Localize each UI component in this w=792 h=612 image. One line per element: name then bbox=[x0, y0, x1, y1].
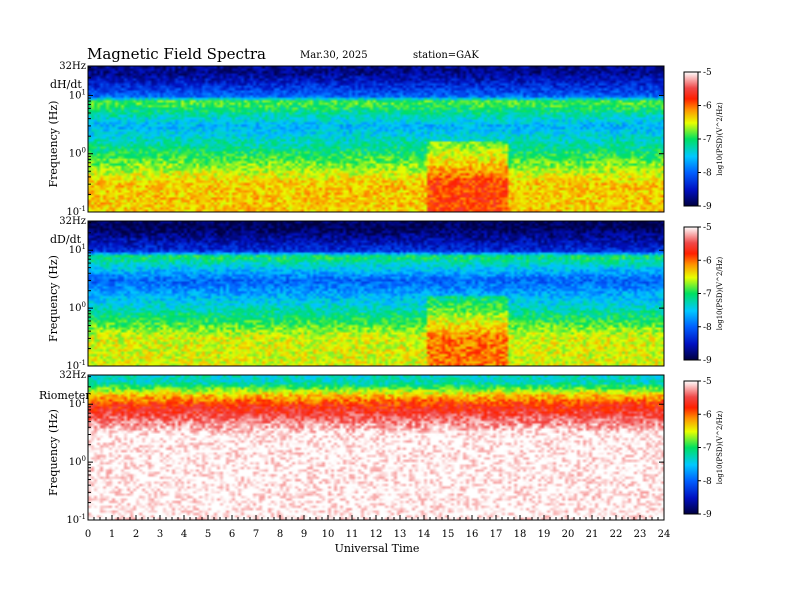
x-axis-label: Universal Time bbox=[335, 542, 420, 555]
x-tick-label: 11 bbox=[346, 529, 359, 540]
spectrogram-panel: dD/dt Frequency (Hz) 32Hz 101 100 1 0 -1 -5 -6 -7 -… bbox=[47, 216, 724, 372]
colorbar-tick-label: -9 bbox=[703, 356, 712, 366]
y-tick-exponent: -1 bbox=[79, 513, 86, 521]
y-axis-label: Frequency (Hz) bbox=[47, 409, 60, 496]
colorbar-tick-label: -7 bbox=[703, 444, 712, 454]
colorbar-tick-label: -8 bbox=[703, 477, 712, 487]
colorbar-tick-label: -5 bbox=[703, 377, 712, 387]
x-tick-label: 9 bbox=[301, 529, 307, 540]
x-tick-label: 19 bbox=[538, 529, 551, 540]
y-tick-exponent: 1 bbox=[82, 397, 86, 405]
figure-title: Magnetic Field Spectra bbox=[87, 45, 266, 63]
colorbar-tick-label: -7 bbox=[703, 290, 712, 300]
x-tick-label: 2 bbox=[133, 529, 139, 540]
panel-frame bbox=[87, 65, 665, 213]
colorbar-tick-label: -9 bbox=[703, 202, 712, 212]
colorbar bbox=[683, 226, 699, 361]
colorbar-tick-label: -5 bbox=[703, 223, 712, 233]
colorbar-tick-label: -5 bbox=[703, 68, 712, 78]
y-tick-label: 32Hz bbox=[59, 216, 86, 227]
y-tick-exponent: -1 bbox=[79, 359, 86, 367]
y-axis-label: Frequency (Hz) bbox=[47, 101, 60, 188]
station-label: station=GAK bbox=[413, 50, 479, 61]
x-tick-label: 3 bbox=[157, 529, 163, 540]
y-tick-exponent: -1 bbox=[79, 205, 86, 213]
y-tick-exponent: 1 bbox=[82, 88, 86, 96]
panel-label: dH/dt bbox=[50, 78, 82, 91]
x-tick-label: 20 bbox=[562, 529, 575, 540]
x-tick-label: 13 bbox=[394, 529, 407, 540]
panel-label: dD/dt bbox=[50, 233, 82, 246]
y-tick-label: 101 bbox=[69, 88, 86, 101]
y-axis-label: Frequency (Hz) bbox=[47, 255, 60, 342]
x-axis: 0 1 2 3 4 5 6 7 8 9 10 11 12 13 14 15 16 17 18 19 20 21 22 23 24 bbox=[85, 515, 671, 540]
y-tick-label: 32Hz bbox=[59, 61, 86, 72]
colorbar-tick-label: -6 bbox=[703, 256, 712, 266]
y-tick-exponent: 1 bbox=[82, 243, 86, 251]
x-tick-label: 0 bbox=[85, 529, 91, 540]
date-label: Mar.30, 2025 bbox=[300, 50, 368, 61]
colorbar-tick-label: -9 bbox=[703, 510, 712, 520]
x-tick-label: 4 bbox=[181, 529, 187, 540]
spectrogram-image bbox=[88, 221, 664, 366]
y-tick-label: 101 bbox=[69, 243, 86, 256]
x-tick-label: 15 bbox=[442, 529, 455, 540]
y-tick-exponent: 0 bbox=[82, 455, 86, 463]
x-tick-label: 14 bbox=[418, 529, 431, 540]
x-tick-label: 18 bbox=[514, 529, 527, 540]
x-tick-label: 8 bbox=[277, 529, 283, 540]
y-tick-label: 101 bbox=[69, 397, 86, 410]
panel-frame bbox=[87, 220, 665, 367]
x-tick-label: 1 bbox=[109, 529, 115, 540]
y-tick-label: 100 bbox=[69, 301, 86, 314]
colorbar-label: log10(PSD)(V^2/Hz) bbox=[716, 257, 724, 331]
colorbar bbox=[683, 380, 699, 515]
spectrogram-panel: dH/dt Frequency (Hz) 32Hz 101 100 1 0 -1 -5 -6 -7 -… bbox=[47, 61, 724, 218]
spectrogram-image bbox=[88, 66, 664, 212]
colorbar-tick-label: -8 bbox=[703, 169, 712, 179]
x-tick-label: 6 bbox=[229, 529, 235, 540]
x-tick-label: 5 bbox=[205, 529, 211, 540]
x-tick-label: 10 bbox=[322, 529, 335, 540]
x-tick-label: 23 bbox=[634, 529, 647, 540]
x-tick-label: 24 bbox=[658, 529, 671, 540]
x-tick-label: 17 bbox=[490, 529, 503, 540]
panel-label: Riometer bbox=[39, 389, 91, 402]
x-tick-label: 16 bbox=[466, 529, 479, 540]
x-tick-label: 7 bbox=[253, 529, 259, 540]
x-tick-label: 22 bbox=[610, 529, 623, 540]
colorbar-tick-label: -6 bbox=[703, 102, 712, 112]
colorbar-label: log10(PSD)(V^2/Hz) bbox=[716, 411, 724, 485]
y-tick-label: 100 bbox=[69, 455, 86, 468]
colorbar-label: log10(PSD)(V^2/Hz) bbox=[716, 102, 724, 176]
x-tick-label: 21 bbox=[586, 529, 599, 540]
colorbar bbox=[683, 71, 699, 207]
colorbar-tick-label: -7 bbox=[703, 135, 712, 145]
y-tick-label: 100 bbox=[69, 147, 86, 160]
colorbar-tick-label: -8 bbox=[703, 323, 712, 333]
y-tick-exponent: 0 bbox=[82, 301, 86, 309]
colorbar-tick-label: -6 bbox=[703, 410, 712, 420]
spectrogram-image bbox=[88, 375, 664, 520]
y-tick-label: 10-1 bbox=[66, 513, 86, 526]
x-tick-label: 12 bbox=[370, 529, 383, 540]
y-tick-label: 32Hz bbox=[59, 370, 86, 381]
y-tick-exponent: 0 bbox=[82, 147, 86, 155]
